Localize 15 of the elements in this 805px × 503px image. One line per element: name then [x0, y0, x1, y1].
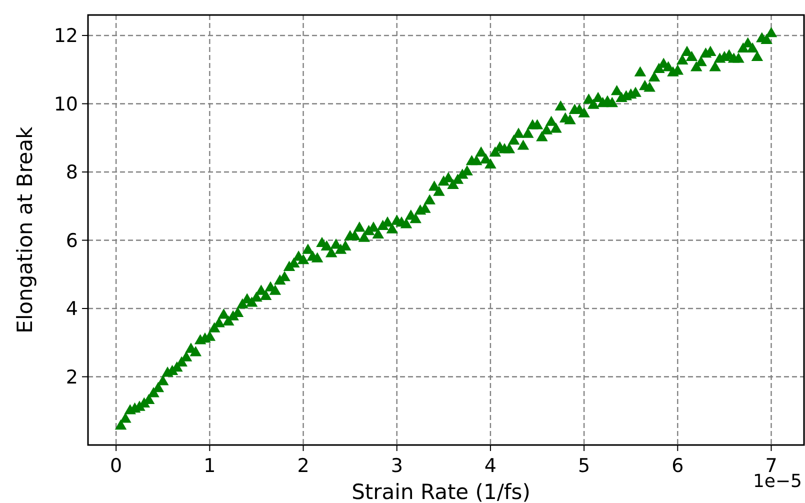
x-tick-label: 1 — [204, 455, 216, 477]
x-tick-label: 5 — [578, 455, 590, 477]
y-tick-label: 2 — [66, 366, 78, 388]
x-tick-label: 2 — [297, 455, 310, 477]
x-axis-title: Strain Rate (1/fs) — [352, 480, 530, 503]
y-tick-label: 12 — [54, 25, 78, 48]
x-tick-label: 4 — [484, 455, 497, 477]
y-tick-label: 10 — [54, 93, 78, 116]
x-tick-label: 6 — [672, 455, 684, 477]
y-tick-label: 4 — [66, 298, 78, 320]
x-tick-label: 0 — [110, 455, 122, 477]
y-axis-title: Elongation at Break — [13, 126, 37, 334]
y-tick-label: 6 — [66, 230, 78, 252]
x-tick-label: 3 — [390, 455, 403, 477]
y-tick-label: 8 — [66, 162, 78, 184]
